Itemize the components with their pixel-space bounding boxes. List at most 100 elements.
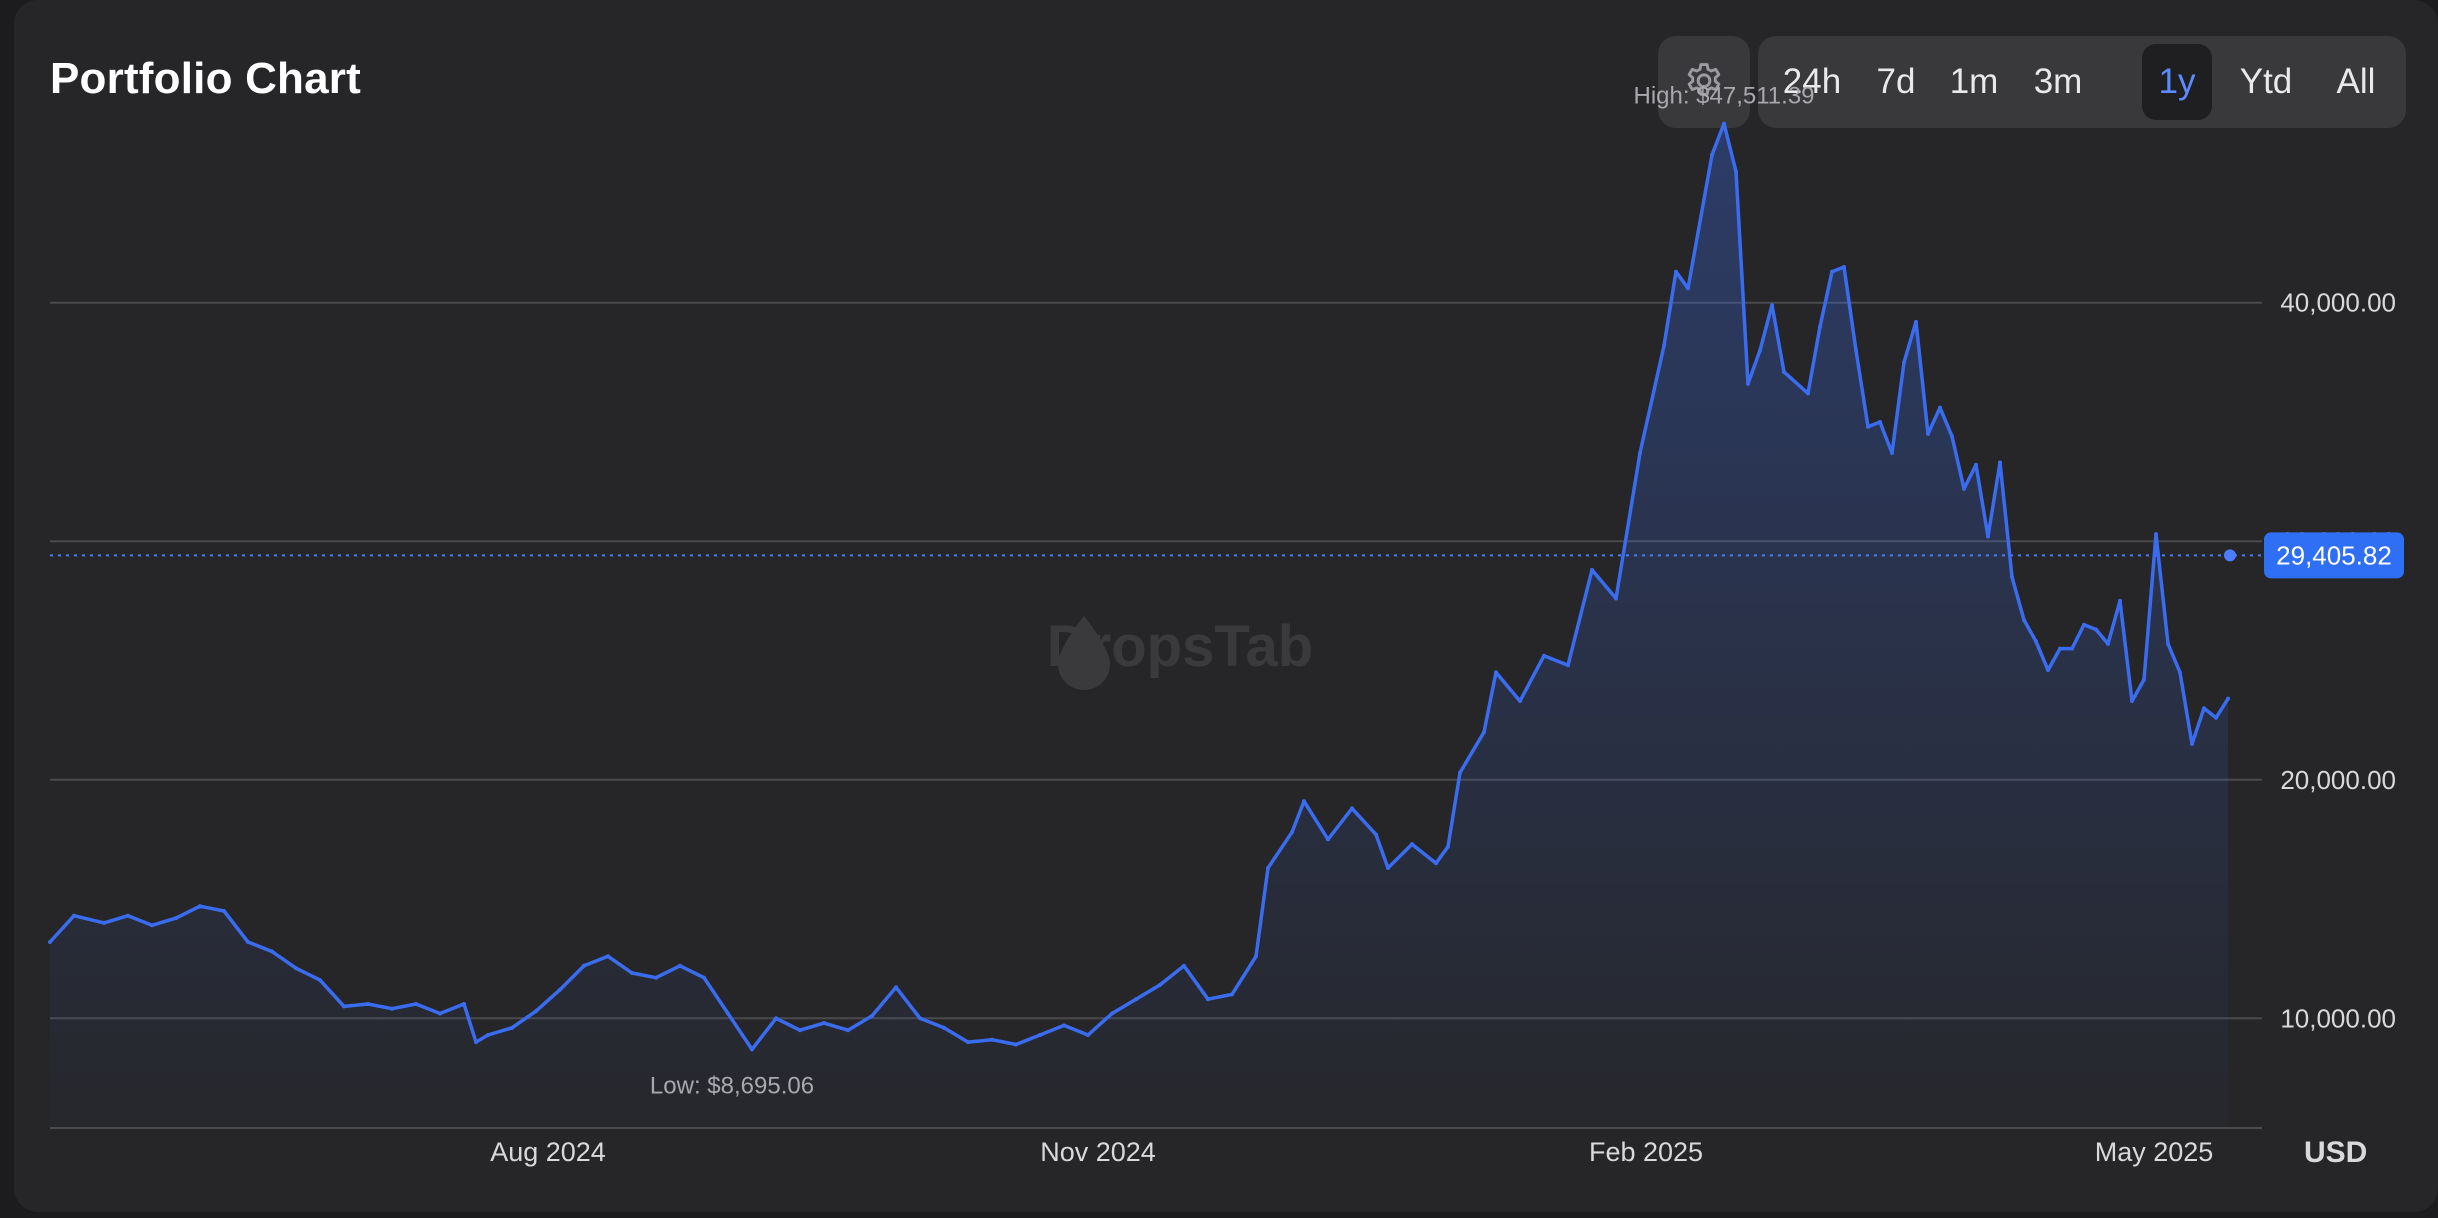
data-point	[2082, 622, 2086, 627]
range-24h[interactable]: 24h	[1782, 62, 1842, 101]
data-point	[1326, 837, 1330, 842]
data-point	[1434, 861, 1438, 866]
data-point	[462, 1001, 466, 1006]
data-point	[1230, 992, 1234, 997]
series-points	[48, 121, 2230, 1052]
data-point	[2214, 715, 2218, 720]
data-point	[1890, 451, 1894, 456]
data-point	[798, 1028, 802, 1033]
data-point	[678, 963, 682, 968]
data-point	[2226, 696, 2230, 701]
current-point[interactable]	[2224, 549, 2236, 562]
page-title: Portfolio Chart	[50, 54, 361, 103]
data-point	[1110, 1011, 1114, 1016]
data-point	[1986, 534, 1990, 539]
data-point	[1062, 1023, 1066, 1028]
data-point	[2118, 598, 2122, 603]
settings-button[interactable]	[1658, 36, 1750, 128]
data-point	[726, 1011, 730, 1016]
data-point	[1974, 462, 1978, 467]
range-7d[interactable]: 7d	[1876, 62, 1916, 101]
data-point	[1350, 806, 1354, 811]
data-point	[1566, 663, 1570, 668]
current-value-label: 29,405.82	[2276, 540, 2392, 570]
data-point	[606, 954, 610, 959]
data-point	[630, 970, 634, 975]
data-point	[438, 1011, 442, 1016]
data-point	[1806, 391, 1810, 396]
range-3m[interactable]: 3m	[2033, 62, 2083, 101]
data-point	[1254, 954, 1258, 959]
data-point	[1038, 1032, 1042, 1037]
data-point	[1674, 269, 1678, 274]
data-point	[1410, 842, 1414, 847]
data-point	[1542, 653, 1546, 658]
data-point	[2142, 677, 2146, 682]
current-value-badge: 29,405.82	[2264, 532, 2404, 579]
data-point	[48, 939, 52, 944]
data-point	[2166, 641, 2170, 646]
data-point	[894, 985, 898, 990]
data-point	[1962, 486, 1966, 491]
range-1y[interactable]: 1y	[2142, 44, 2212, 120]
range-1m[interactable]: 1m	[1949, 62, 1999, 101]
data-point	[102, 920, 106, 925]
data-point	[2154, 532, 2158, 537]
watermark-text: DropsTab	[1047, 614, 1313, 679]
x-tick-label: Nov 2024	[1040, 1137, 1156, 1167]
data-point	[1374, 832, 1378, 837]
data-point	[702, 975, 706, 980]
time-range-selector: 24h 7d 1m 3m 1y Ytd All	[1758, 36, 2406, 128]
data-point	[750, 1047, 754, 1052]
data-point	[1662, 343, 1666, 348]
data-point	[2010, 575, 2014, 580]
data-point	[1206, 997, 1210, 1002]
data-point	[582, 963, 586, 968]
data-point	[2190, 741, 2194, 746]
data-point	[2022, 617, 2026, 622]
data-point	[72, 913, 76, 918]
data-point	[1482, 730, 1486, 735]
gear-icon	[1687, 63, 1721, 96]
data-point	[1638, 451, 1642, 456]
data-point	[1494, 670, 1498, 675]
x-tick-labels: Aug 2024 Nov 2024 Feb 2025 May 2025	[490, 1137, 2213, 1167]
data-point	[1086, 1032, 1090, 1037]
watermark: DropsTab	[1047, 614, 1313, 690]
data-point	[966, 1040, 970, 1045]
data-point	[1182, 963, 1186, 968]
data-point	[654, 975, 658, 980]
data-point	[486, 1032, 490, 1037]
data-point	[222, 908, 226, 913]
data-point	[2034, 639, 2038, 644]
data-point	[1290, 830, 1294, 835]
data-point	[294, 966, 298, 971]
range-all[interactable]: All	[2336, 62, 2376, 101]
data-point	[2106, 641, 2110, 646]
data-point	[942, 1025, 946, 1030]
data-point	[1854, 348, 1858, 353]
data-point	[2046, 668, 2050, 673]
data-point	[198, 904, 202, 909]
low-label: Low: $8,695.06	[650, 1072, 814, 1099]
data-point	[1782, 369, 1786, 374]
data-point	[990, 1037, 994, 1042]
data-point	[1386, 866, 1390, 871]
data-point	[318, 978, 322, 983]
data-point	[558, 987, 562, 992]
x-tick-label: May 2025	[2095, 1137, 2214, 1167]
data-point	[1758, 348, 1762, 353]
data-point	[1446, 844, 1450, 849]
data-point	[510, 1025, 514, 1030]
data-point	[1746, 381, 1750, 386]
data-point	[474, 1040, 478, 1045]
data-point	[1914, 319, 1918, 324]
y-tick-label: 10,000.00	[2280, 1003, 2396, 1033]
data-point	[366, 1001, 370, 1006]
data-point	[126, 913, 130, 918]
data-point	[1158, 982, 1162, 987]
y-tick-label: 20,000.00	[2280, 765, 2396, 795]
range-ytd[interactable]: Ytd	[2239, 62, 2293, 101]
data-point	[1938, 405, 1942, 410]
data-point	[270, 949, 274, 954]
